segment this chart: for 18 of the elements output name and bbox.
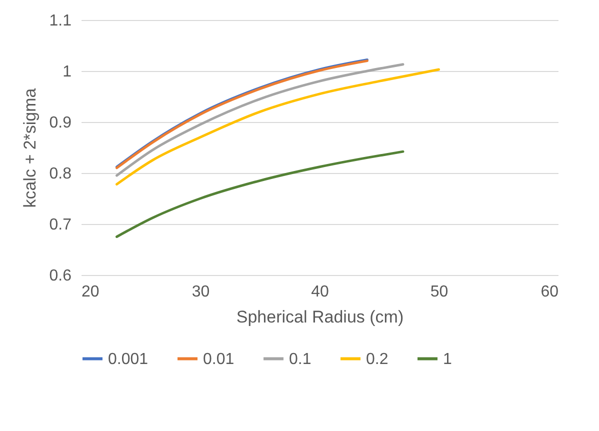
- y-tick-label: 1: [62, 64, 72, 80]
- x-tick-label: 30: [192, 284, 210, 300]
- y-tick-label: 1.1: [49, 12, 72, 30]
- y-axis-title: kcalc + 2*sigma: [20, 88, 40, 208]
- x-tick-label: 20: [82, 284, 100, 300]
- legend-label: 0.01: [203, 350, 234, 368]
- legend-label: 1: [443, 350, 452, 368]
- y-tick-label: 0.9: [49, 114, 72, 132]
- y-tick-label: 0.8: [49, 166, 72, 182]
- x-axis-title: Spherical Radius (cm): [236, 308, 404, 326]
- x-tick-label: 40: [311, 284, 329, 300]
- y-tick-label: 0.6: [49, 268, 72, 284]
- legend-label: 0.1: [289, 350, 312, 368]
- x-tick-label: 50: [430, 284, 448, 300]
- y-tick-label: 0.7: [49, 216, 72, 234]
- legend-label: 0.001: [108, 350, 148, 368]
- legend-label: 0.2: [366, 350, 388, 368]
- x-tick-label: 60: [540, 284, 559, 300]
